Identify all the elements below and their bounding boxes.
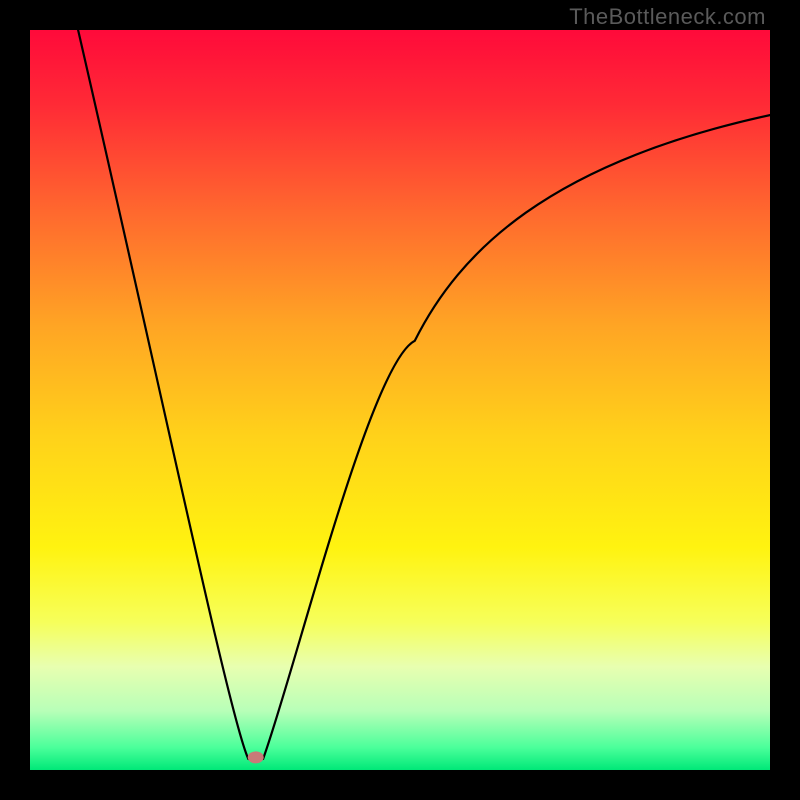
- watermark-text: TheBottleneck.com: [569, 4, 766, 30]
- chart-container: TheBottleneck.com: [0, 0, 800, 800]
- gradient-background: [30, 30, 770, 770]
- optimal-point-marker: [248, 751, 264, 763]
- bottleneck-chart-svg: [0, 0, 800, 800]
